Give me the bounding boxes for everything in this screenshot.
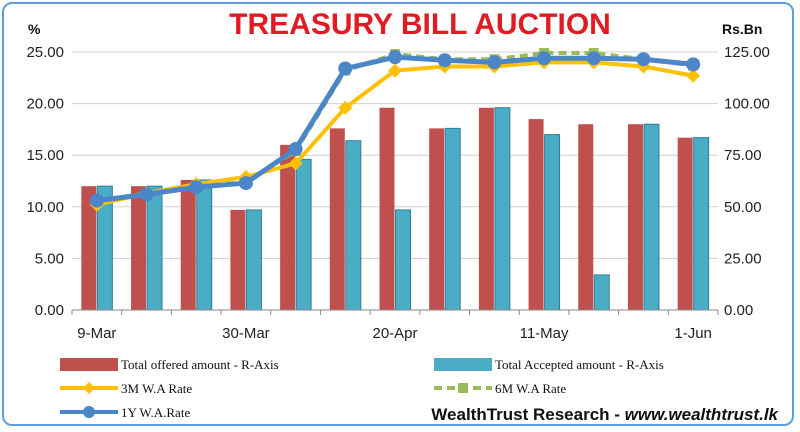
bar-accepted (544, 134, 561, 311)
bar-offered (677, 137, 693, 310)
marker-3m (686, 68, 701, 83)
bar-accepted (494, 107, 511, 311)
marker-1y (189, 180, 204, 195)
bar-accepted (345, 140, 362, 311)
bar-accepted (444, 127, 461, 311)
bar-offered (230, 209, 246, 310)
marker-1y (338, 61, 353, 76)
left-tick-label: 5.00 (35, 250, 64, 267)
source-url: www.wealthtrust.lk (625, 405, 780, 424)
left-axis-ticks: 0.00 5.00 10.00 15.00 20.00 25.00 (26, 44, 64, 319)
bar-offered (528, 119, 544, 310)
right-tick-label: 75.00 (724, 147, 762, 164)
legend-swatch-accepted (434, 358, 492, 371)
x-axis-ticks: 9-Mar 30-Mar 20-Apr 11-May 1-Jun (71, 310, 719, 342)
marker-1y (388, 50, 402, 65)
bar-offered (478, 107, 494, 310)
bar-offered (627, 124, 643, 311)
line-1y-w-a-rate (96, 54, 694, 204)
x-tick-label: 1-Jun (674, 325, 712, 342)
legend: Total offered amount - R-Axis Total Acce… (60, 357, 664, 420)
bar-accepted (295, 158, 312, 311)
bar-offered (280, 144, 296, 310)
marker-3m (338, 100, 353, 115)
left-axis-unit: % (28, 21, 41, 37)
x-tick-label: 11-May (520, 325, 569, 342)
bar-accepted (643, 123, 660, 311)
bar-accepted (593, 274, 610, 311)
bar-accepted (146, 185, 163, 311)
marker-1y (636, 52, 651, 67)
left-tick-label: 25.00 (26, 44, 64, 61)
legend-swatch-offered (60, 358, 118, 371)
legend-label-3m: 3M W.A Rate (121, 381, 192, 396)
marker-1y (288, 142, 303, 157)
legend-marker-1y (83, 406, 95, 418)
left-tick-label: 15.00 (26, 147, 64, 164)
legend-label-1y: 1Y W.A.Rate (121, 405, 190, 420)
right-axis-unit: Rs.Bn (722, 21, 762, 37)
marker-3m (388, 63, 402, 78)
right-tick-label: 125.00 (724, 44, 770, 61)
legend-label-6m: 6M W.A Rate (495, 381, 566, 396)
right-tick-label: 25.00 (724, 250, 762, 267)
legend-label-accepted: Total Accepted amount - R-Axis (495, 357, 664, 372)
source-label: WealthTrust Research - (431, 405, 624, 424)
marker-1y (437, 53, 452, 68)
bar-offered (131, 186, 147, 310)
right-tick-label: 0.00 (724, 302, 753, 319)
marker-1y (686, 57, 701, 72)
marker-1y (537, 51, 552, 66)
bar-offered (379, 107, 395, 310)
left-tick-label: 20.00 (26, 96, 64, 113)
bar-offered (329, 128, 345, 310)
marker-3m (288, 156, 303, 171)
right-tick-label: 100.00 (724, 96, 770, 113)
right-axis-ticks: 0.00 25.00 50.00 75.00 100.00 125.00 (724, 44, 770, 319)
left-tick-label: 0.00 (35, 302, 64, 319)
bar-offered (81, 186, 97, 310)
x-tick-label: 30-Mar (222, 325, 270, 342)
line-series (89, 48, 701, 212)
source-credit: WealthTrust Research - www.wealthtrust.l… (431, 405, 779, 424)
legend-marker-3m (83, 382, 95, 394)
marker-1y (586, 51, 601, 66)
bar-accepted (245, 209, 262, 311)
bar-offered (180, 179, 196, 310)
x-tick-label: 20-Apr (372, 325, 417, 342)
marker-1y (238, 176, 253, 191)
bar-accepted (693, 137, 710, 311)
marker-1y (139, 187, 154, 202)
x-tick-label: 9-Mar (77, 325, 116, 342)
legend-label-offered: Total offered amount - R-Axis (121, 357, 279, 372)
legend-marker-6m (458, 383, 468, 393)
bar-offered (429, 128, 445, 310)
bar-series (81, 107, 710, 311)
chart-title: TREASURY BILL AUCTION (229, 8, 611, 41)
marker-1y (89, 193, 104, 208)
left-tick-label: 10.00 (26, 199, 64, 216)
marker-1y (487, 55, 502, 70)
bar-accepted (395, 209, 411, 311)
bar-offered (578, 124, 594, 311)
right-tick-label: 50.00 (724, 199, 762, 216)
bar-accepted (196, 179, 213, 311)
